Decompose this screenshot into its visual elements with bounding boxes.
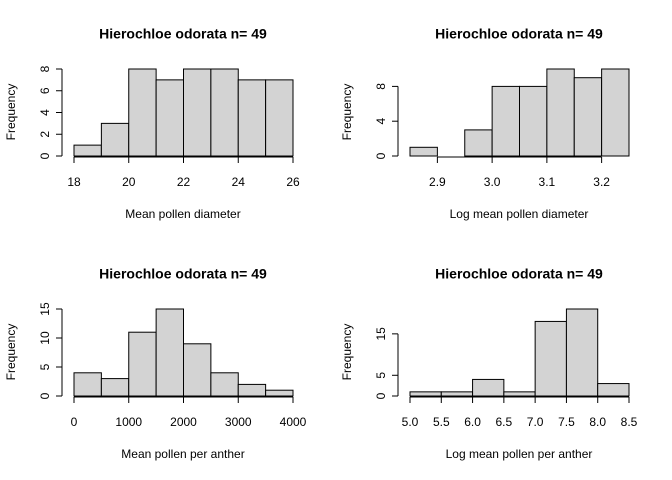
bar: [503, 391, 536, 397]
x-axis-label: Mean pollen diameter: [125, 207, 240, 221]
x-axis-label: Log mean pollen diameter: [450, 207, 589, 221]
y-axis-label: Frequency: [4, 324, 18, 381]
chart-title: Hierochloe odorata n= 49: [435, 266, 603, 282]
bar: [440, 391, 474, 397]
x-tick-label: 2000: [170, 415, 197, 429]
bar: [409, 391, 442, 397]
chart-title: Hierochloe odorata n= 49: [99, 266, 267, 282]
y-tick-label: 8: [374, 83, 388, 90]
bar: [573, 77, 603, 157]
y-tick-label: 5: [374, 372, 388, 379]
bar: [237, 383, 267, 397]
bar: [491, 85, 520, 157]
x-tick-label: 8.0: [589, 415, 606, 429]
bar: [155, 308, 184, 397]
y-tick-label: 4: [374, 118, 388, 125]
bar: [546, 68, 575, 157]
chart-title: Hierochloe odorata n= 49: [435, 26, 603, 42]
x-tick-label: 5.5: [433, 415, 450, 429]
x-tick-label: 2.9: [429, 175, 446, 189]
bar: [265, 389, 294, 397]
x-tick-label: 7.5: [558, 415, 575, 429]
x-tick-label: 20: [122, 175, 136, 189]
y-tick-label: 2: [38, 131, 52, 138]
bar: [210, 68, 239, 157]
bar: [210, 372, 239, 397]
x-tick-label: 3.2: [593, 175, 610, 189]
bar: [597, 383, 630, 397]
y-tick-label: 15: [38, 302, 52, 316]
x-axis-label: Log mean pollen per anther: [446, 447, 593, 461]
x-tick-label: 26: [286, 175, 300, 189]
x-tick-label: 1000: [115, 415, 142, 429]
x-tick-label: 22: [177, 175, 191, 189]
bar: [472, 378, 505, 397]
bar: [183, 68, 212, 157]
y-tick-label: 4: [38, 109, 52, 116]
y-tick-label: 0: [374, 392, 388, 399]
y-tick-label: 15: [374, 327, 388, 341]
bar: [100, 122, 130, 157]
y-tick-label: 6: [38, 87, 52, 94]
x-axis-label: Mean pollen per anther: [121, 447, 244, 461]
x-tick-label: 24: [232, 175, 246, 189]
bar: [464, 129, 493, 157]
x-tick-label: 3.0: [484, 175, 501, 189]
bar: [265, 79, 294, 157]
x-tick-label: 4000: [280, 415, 307, 429]
y-tick-label: 0: [374, 152, 388, 159]
y-tick-label: 8: [38, 65, 52, 72]
y-tick-label: 0: [38, 392, 52, 399]
bar: [237, 79, 267, 157]
x-tick-label: 6.0: [464, 415, 481, 429]
y-axis-label: Frequency: [340, 324, 354, 381]
bar: [409, 146, 438, 157]
x-tick-label: 3.1: [539, 175, 556, 189]
bar: [73, 372, 102, 397]
y-axis-label: Frequency: [340, 84, 354, 141]
chart-title: Hierochloe odorata n= 49: [99, 26, 267, 42]
bar: [601, 68, 630, 157]
bar: [534, 320, 567, 397]
y-tick-label: 5: [38, 363, 52, 370]
y-tick-label: 0: [38, 152, 52, 159]
x-tick-label: 18: [67, 175, 81, 189]
x-tick-label: 6.5: [496, 415, 513, 429]
bar: [128, 68, 157, 157]
x-tick-label: 0: [71, 415, 78, 429]
bar: [100, 378, 130, 397]
y-axis-label: Frequency: [4, 84, 18, 141]
x-tick-label: 3000: [225, 415, 252, 429]
bar: [128, 331, 157, 397]
x-tick-label: 7.0: [527, 415, 544, 429]
bar: [155, 79, 184, 157]
x-tick-label: 5.0: [402, 415, 419, 429]
y-tick-label: 10: [38, 331, 52, 345]
bar: [73, 144, 102, 157]
x-tick-label: 8.5: [621, 415, 638, 429]
bar: [183, 343, 212, 397]
bar: [519, 85, 548, 157]
bar: [565, 308, 599, 397]
